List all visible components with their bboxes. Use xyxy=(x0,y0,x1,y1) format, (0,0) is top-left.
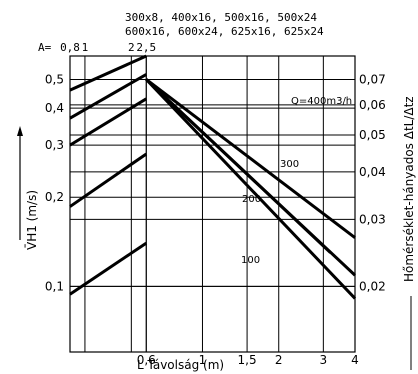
tick-labels: 0,8 1 2 2,50,6 1 1,5 2 3 40,10,20,30,40,50,020,0… xyxy=(45,41,386,367)
y-tick-label-left: 0,5 xyxy=(45,72,64,86)
curve-label: 100 xyxy=(241,255,260,266)
x-tick-label: 2 xyxy=(275,353,283,367)
a-tick-label: 2,5 xyxy=(136,41,156,54)
a-label: A= xyxy=(38,41,52,54)
curve-label: 300 xyxy=(280,159,299,170)
y-tick-label-left: 0,1 xyxy=(45,279,64,293)
series-lines xyxy=(69,54,357,300)
a-tick-label: 1 xyxy=(82,41,89,54)
y-axis-label-right-text: Hőmérséklet-hányados ΔtL/Δtz xyxy=(402,96,416,282)
a-line xyxy=(69,54,147,92)
y-axis-label-right: Hőmérséklet-hányados ΔtL/Δtz xyxy=(402,96,416,282)
y-tick-label-left: 0,4 xyxy=(45,101,64,115)
y-tick-label-right: 0,06 xyxy=(359,98,386,112)
x-axis-label: L Távolság (m) xyxy=(137,358,224,372)
y-tick-label-right: 0,05 xyxy=(359,128,386,142)
a-tick-label: 0,8 xyxy=(60,41,80,54)
x-tick-label: 0,6 xyxy=(137,353,156,367)
y-tick-label-right: 0,03 xyxy=(359,212,386,226)
series-line xyxy=(145,78,357,300)
y-tick-label-right: 0,04 xyxy=(359,165,386,179)
y-tick-label-right: 0,02 xyxy=(359,279,386,293)
grid xyxy=(69,55,356,353)
a-line xyxy=(69,241,148,296)
curve-label: Q=400m3/h xyxy=(291,96,352,107)
series-line xyxy=(145,78,356,239)
a-line xyxy=(69,73,148,120)
curve-label: 200 xyxy=(242,194,261,205)
x-tick-label: 1,5 xyxy=(238,353,257,367)
x-tick-label: 3 xyxy=(320,353,328,367)
a-line xyxy=(69,152,148,208)
y-tick-label-right: 0,07 xyxy=(359,72,386,86)
header-line-2: 600x16, 600x24, 625x16, 625x24 xyxy=(125,25,324,38)
a-tick-label: 2 xyxy=(128,41,135,54)
y-axis-arrowhead-left xyxy=(17,126,23,136)
y-tick-label-left: 0,3 xyxy=(45,138,64,152)
series-line xyxy=(145,78,332,254)
y-axis-label-left: V̄H1 (m/s) xyxy=(25,190,39,250)
x-tick-label: 4 xyxy=(351,353,359,367)
y-axis-label-left-text: V̄H1 (m/s) xyxy=(25,190,39,250)
x-tick-label: 1 xyxy=(199,353,207,367)
header-line-1: 300x8, 400x16, 500x16, 500x24 xyxy=(125,11,317,24)
a-line xyxy=(69,97,148,147)
y-tick-label-left: 0,2 xyxy=(45,190,64,204)
